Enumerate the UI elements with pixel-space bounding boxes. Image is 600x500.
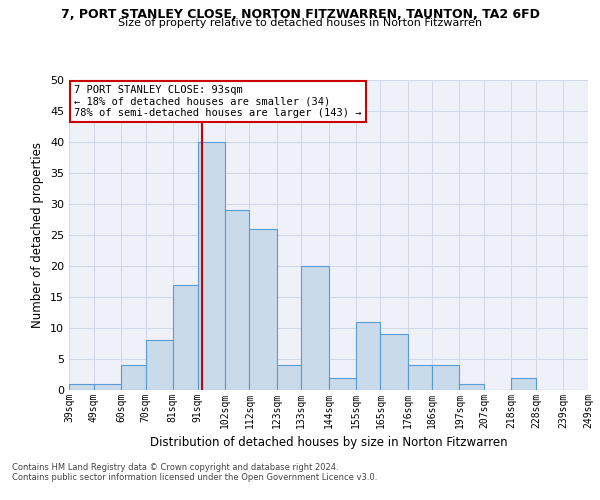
Text: 7, PORT STANLEY CLOSE, NORTON FITZWARREN, TAUNTON, TA2 6FD: 7, PORT STANLEY CLOSE, NORTON FITZWARREN… — [61, 8, 539, 20]
Bar — [356, 322, 380, 390]
Bar — [380, 334, 407, 390]
Text: Contains HM Land Registry data © Crown copyright and database right 2024.: Contains HM Land Registry data © Crown c… — [12, 464, 338, 472]
Bar — [511, 378, 536, 390]
Bar — [224, 210, 250, 390]
Bar — [432, 365, 460, 390]
Text: Distribution of detached houses by size in Norton Fitzwarren: Distribution of detached houses by size … — [150, 436, 508, 449]
Bar — [250, 229, 277, 390]
Bar — [146, 340, 173, 390]
Bar — [329, 378, 356, 390]
Bar — [460, 384, 484, 390]
Bar — [173, 284, 197, 390]
Bar — [301, 266, 329, 390]
Bar — [277, 365, 301, 390]
Y-axis label: Number of detached properties: Number of detached properties — [31, 142, 44, 328]
Bar — [197, 142, 225, 390]
Bar — [121, 365, 146, 390]
Text: Size of property relative to detached houses in Norton Fitzwarren: Size of property relative to detached ho… — [118, 18, 482, 28]
Text: Contains public sector information licensed under the Open Government Licence v3: Contains public sector information licen… — [12, 474, 377, 482]
Bar — [69, 384, 94, 390]
Bar — [407, 365, 432, 390]
Bar — [94, 384, 121, 390]
Text: 7 PORT STANLEY CLOSE: 93sqm
← 18% of detached houses are smaller (34)
78% of sem: 7 PORT STANLEY CLOSE: 93sqm ← 18% of det… — [74, 85, 361, 118]
